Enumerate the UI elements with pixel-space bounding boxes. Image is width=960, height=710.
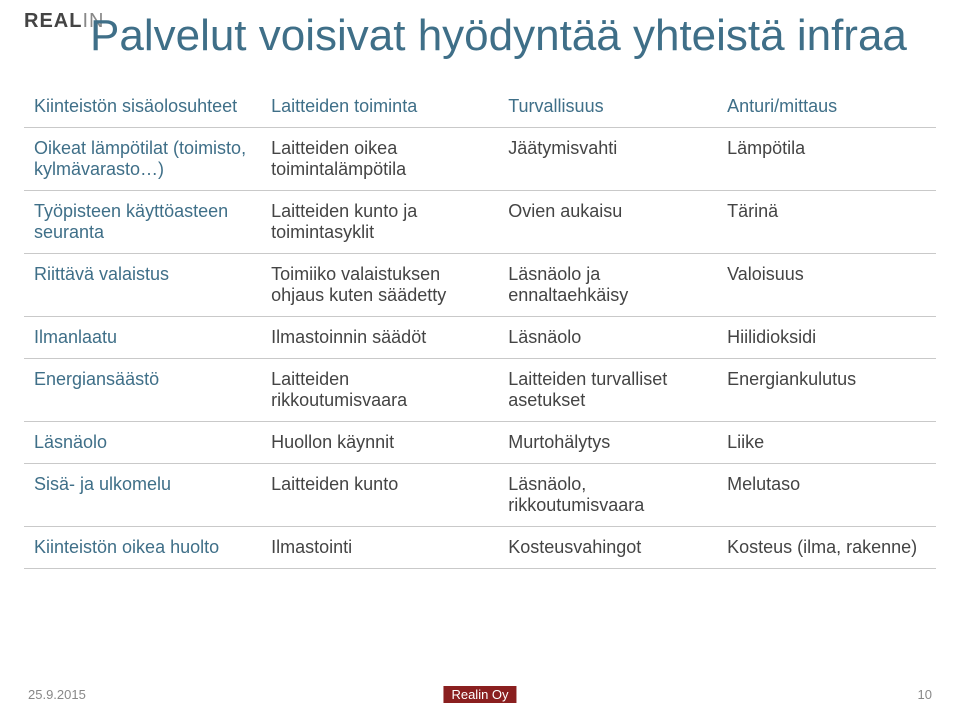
col-header: Anturi/mittaus: [717, 86, 936, 128]
cell: Laitteiden kunto: [261, 464, 498, 527]
row-header: Läsnäolo: [24, 422, 261, 464]
footer-date: 25.9.2015: [28, 687, 86, 702]
row-header: Sisä- ja ulkomelu: [24, 464, 261, 527]
cell: Laitteiden rikkoutumisvaara: [261, 359, 498, 422]
table-row: IlmanlaatuIlmastoinnin säädötLäsnäoloHii…: [24, 317, 936, 359]
cell: Melutaso: [717, 464, 936, 527]
col-header: Turvallisuus: [498, 86, 717, 128]
row-header: Oikeat lämpötilat (toimisto, kylmävarast…: [24, 128, 261, 191]
cell: Kosteusvahingot: [498, 527, 717, 569]
cell: Laitteiden oikea toimintalämpötila: [261, 128, 498, 191]
cell: Lämpötila: [717, 128, 936, 191]
cell: Tärinä: [717, 191, 936, 254]
table-row: LäsnäoloHuollon käynnitMurtohälytysLiike: [24, 422, 936, 464]
cell: Laitteiden turvalliset asetukset: [498, 359, 717, 422]
row-header: Energiansäästö: [24, 359, 261, 422]
cell: Valoisuus: [717, 254, 936, 317]
cell: Liike: [717, 422, 936, 464]
col-header: Kiinteistön sisäolosuhteet: [24, 86, 261, 128]
cell: Jäätymisvahti: [498, 128, 717, 191]
page-title: Palvelut voisivat hyödyntää yhteistä inf…: [90, 12, 907, 60]
table-row: Kiinteistön oikea huoltoIlmastointiKoste…: [24, 527, 936, 569]
footer-page: 10: [918, 687, 932, 702]
footer: 25.9.2015 Realin Oy 10: [0, 687, 960, 702]
row-header: Työpisteen käyttöasteen seuranta: [24, 191, 261, 254]
table-row: Riittävä valaistusToimiiko valaistuksen …: [24, 254, 936, 317]
table-header-row: Kiinteistön sisäolosuhteet Laitteiden to…: [24, 86, 936, 128]
cell: Läsnäolo ja ennaltaehkäisy: [498, 254, 717, 317]
cell: Hiilidioksidi: [717, 317, 936, 359]
table-row: Työpisteen käyttöasteen seurantaLaitteid…: [24, 191, 936, 254]
cell: Murtohälytys: [498, 422, 717, 464]
cell: Läsnäolo, rikkoutumisvaara: [498, 464, 717, 527]
cell: Ilmastointi: [261, 527, 498, 569]
cell: Läsnäolo: [498, 317, 717, 359]
cell: Toimiiko valaistuksen ohjaus kuten sääde…: [261, 254, 498, 317]
comparison-table: Kiinteistön sisäolosuhteet Laitteiden to…: [24, 86, 936, 569]
cell: Kosteus (ilma, rakenne): [717, 527, 936, 569]
footer-center: Realin Oy: [443, 686, 516, 703]
row-header: Kiinteistön oikea huolto: [24, 527, 261, 569]
cell: Energiankulutus: [717, 359, 936, 422]
col-header: Laitteiden toiminta: [261, 86, 498, 128]
cell: Ilmastoinnin säädöt: [261, 317, 498, 359]
table-row: EnergiansäästöLaitteiden rikkoutumisvaar…: [24, 359, 936, 422]
row-header: Riittävä valaistus: [24, 254, 261, 317]
row-header: Ilmanlaatu: [24, 317, 261, 359]
cell: Huollon käynnit: [261, 422, 498, 464]
cell: Ovien aukaisu: [498, 191, 717, 254]
cell: Laitteiden kunto ja toimintasyklit: [261, 191, 498, 254]
logo-part1: REAL: [24, 10, 82, 32]
table-row: Oikeat lämpötilat (toimisto, kylmävarast…: [24, 128, 936, 191]
table-row: Sisä- ja ulkomeluLaitteiden kuntoLäsnäol…: [24, 464, 936, 527]
